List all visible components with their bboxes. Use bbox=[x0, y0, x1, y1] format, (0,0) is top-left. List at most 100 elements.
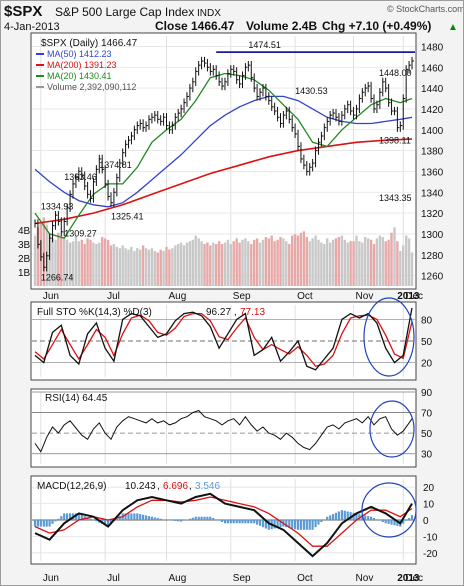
macd-histogram-bar bbox=[367, 516, 370, 520]
volume-bar bbox=[314, 235, 317, 286]
macd-histogram-bar bbox=[182, 520, 186, 521]
sto-d-line bbox=[34, 312, 413, 367]
macd-histogram-bar bbox=[326, 516, 329, 520]
volume-bar bbox=[156, 252, 159, 286]
x-axis-month-label: Jun bbox=[43, 291, 59, 302]
macd-histogram-bar bbox=[104, 520, 107, 526]
macd-histogram-bar bbox=[261, 520, 265, 528]
volume-bar bbox=[209, 245, 212, 286]
volume-label: Volume 2.4B bbox=[246, 19, 317, 33]
macd-histogram-bar bbox=[89, 518, 92, 520]
volume-bar bbox=[378, 235, 382, 286]
sto-panel-title: Full STO %K(14,3) %D(3) bbox=[37, 307, 152, 318]
volume-bar bbox=[407, 238, 411, 286]
macd-histogram-bar bbox=[288, 520, 291, 528]
volume-bar bbox=[185, 242, 189, 286]
volume-axis-tick-label: 3B bbox=[18, 240, 31, 251]
macd-histogram-bar bbox=[264, 520, 267, 529]
volume-bar bbox=[54, 239, 57, 286]
volume-bar bbox=[402, 245, 405, 286]
legend-label: MA(200) 1391.23 bbox=[47, 60, 117, 70]
macd-histogram-bar bbox=[156, 518, 159, 520]
macd-histogram-bar bbox=[361, 514, 364, 520]
volume-bar bbox=[291, 235, 294, 286]
volume-bar bbox=[174, 245, 177, 286]
volume-bar bbox=[293, 234, 297, 286]
volume-bar bbox=[399, 251, 402, 286]
macd-value: 10.243 bbox=[125, 481, 156, 492]
rsi-panel-title: RSI(14) 64.45 bbox=[45, 393, 108, 404]
volume-bar bbox=[121, 245, 124, 286]
price-axis-tick-label: 1300 bbox=[421, 230, 444, 241]
volume-bar bbox=[273, 241, 276, 286]
macd-histogram-bar bbox=[130, 513, 133, 520]
macd-histogram-bar bbox=[171, 520, 174, 521]
volume-bar bbox=[83, 244, 86, 286]
volume-bar bbox=[130, 246, 133, 286]
macd-histogram-bar bbox=[51, 520, 54, 524]
chg-label: Chg +7.10 (+0.49%) bbox=[322, 19, 431, 33]
macd-histogram-bar bbox=[107, 520, 110, 527]
macd-histogram-bar bbox=[343, 510, 346, 520]
ma200-line bbox=[34, 138, 413, 225]
x-axis-month-label: Sep bbox=[233, 291, 251, 302]
macd-histogram-bar bbox=[308, 520, 311, 530]
volume-bar bbox=[194, 235, 197, 286]
volume-bar bbox=[317, 239, 320, 286]
macd-histogram-bar bbox=[200, 516, 203, 520]
price-axis-tick-label: 1340 bbox=[421, 188, 444, 199]
price-axis-tick-label: 1260 bbox=[421, 272, 444, 283]
price-annotation-label: 1325.41 bbox=[111, 211, 144, 221]
macd-histogram-bar bbox=[118, 516, 121, 520]
volume-bar bbox=[124, 248, 127, 286]
volume-bar bbox=[299, 232, 303, 286]
macd-histogram-bar bbox=[159, 518, 162, 520]
ma50-line bbox=[34, 95, 413, 208]
macd-line bbox=[34, 492, 413, 558]
macd-histogram-bar bbox=[299, 520, 302, 530]
macd-histogram-bar bbox=[253, 520, 256, 524]
volume-bar bbox=[369, 239, 373, 286]
volume-bar bbox=[217, 241, 221, 286]
volume-bar bbox=[112, 244, 116, 286]
macd-histogram-bar bbox=[194, 516, 197, 520]
volume-bar bbox=[367, 238, 370, 286]
volume-bar bbox=[232, 241, 235, 286]
macd-histogram-bar bbox=[241, 520, 244, 524]
volume-bar bbox=[393, 227, 396, 286]
price-annotation-label: 1343.35 bbox=[379, 193, 412, 203]
macd-histogram-bar bbox=[279, 520, 282, 528]
macd-histogram-bar bbox=[323, 519, 326, 520]
volume-bar bbox=[150, 248, 154, 286]
volume-bar bbox=[177, 244, 180, 286]
macd-histogram-bar bbox=[387, 520, 390, 524]
volume-bar bbox=[358, 241, 361, 286]
macd-value-separator: , bbox=[157, 481, 160, 492]
macd-histogram-bar bbox=[54, 520, 57, 522]
volume-bar bbox=[258, 242, 262, 286]
macd-highlight-circle bbox=[361, 482, 417, 538]
price-annotation-label: 1309.27 bbox=[64, 228, 97, 238]
sto-axis-tick-label: 20 bbox=[421, 359, 433, 370]
volume-bar bbox=[133, 251, 136, 286]
macd-histogram-bar bbox=[180, 520, 183, 522]
volume-bar bbox=[109, 245, 113, 286]
macd-histogram-bar bbox=[375, 519, 378, 520]
volume-bar bbox=[270, 235, 273, 286]
price-axis-tick-label: 1380 bbox=[421, 147, 444, 158]
macd-histogram-bar bbox=[358, 514, 361, 520]
macd-histogram-bar bbox=[408, 518, 411, 520]
x-axis-month-label: Aug bbox=[169, 573, 187, 584]
volume-bar bbox=[334, 238, 338, 286]
macd-histogram-bar bbox=[267, 520, 270, 530]
price-annotation-label: 1398.11 bbox=[379, 136, 411, 146]
sto-axis-tick-label: 80 bbox=[421, 315, 433, 326]
volume-bar bbox=[63, 237, 66, 286]
volume-bar bbox=[103, 238, 107, 286]
volume-bar bbox=[264, 237, 268, 286]
volume-bar bbox=[139, 249, 142, 286]
legend-label: Volume 2,392,090,112 bbox=[47, 82, 136, 92]
macd-histogram-bar bbox=[42, 520, 45, 527]
